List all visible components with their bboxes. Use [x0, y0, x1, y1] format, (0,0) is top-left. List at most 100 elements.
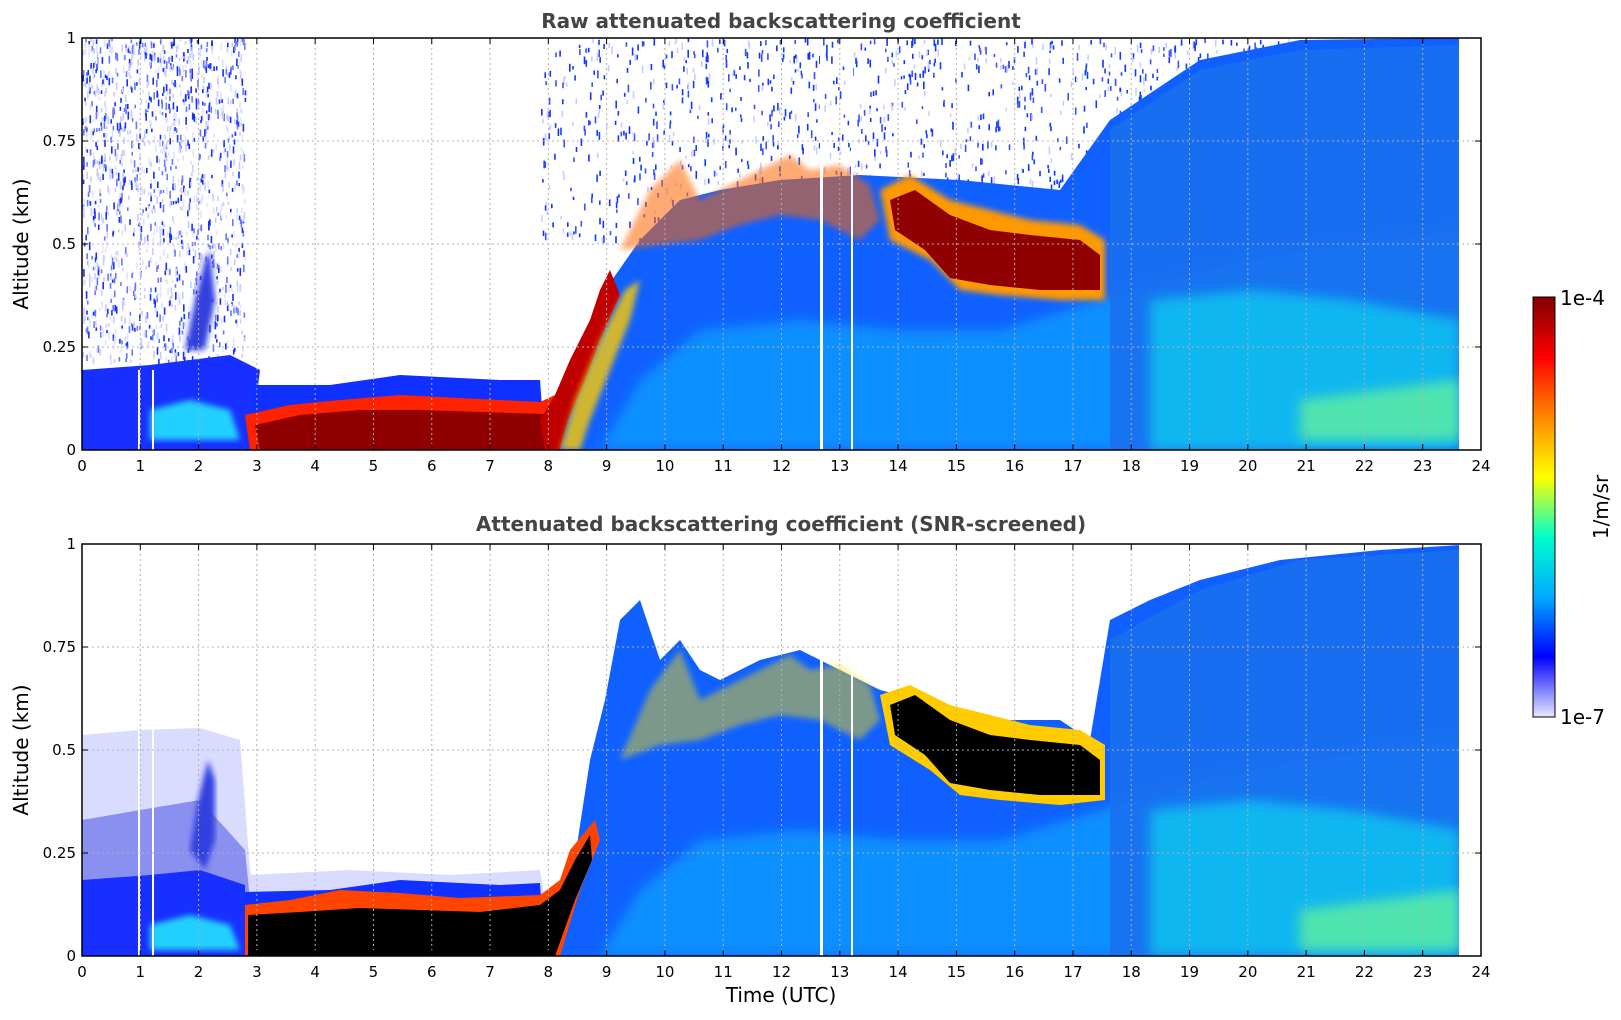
noise-speck	[177, 352, 180, 357]
noise-speck	[232, 305, 235, 309]
noise-speck	[174, 127, 176, 132]
noise-speck	[171, 347, 173, 354]
noise-speck	[156, 226, 158, 234]
noise-speck	[1049, 176, 1051, 182]
noise-speck	[222, 201, 225, 207]
noise-speck	[204, 129, 206, 137]
noise-speck	[96, 348, 98, 353]
noise-speck	[158, 338, 160, 344]
top-panel-title: Raw attenuated backscattering coefficien…	[541, 9, 1021, 33]
noise-speck	[112, 107, 115, 112]
noise-speck	[136, 133, 138, 142]
noise-speck	[741, 140, 743, 144]
noise-speck	[103, 255, 105, 259]
noise-speck	[624, 170, 627, 177]
noise-speck	[159, 134, 162, 140]
noise-speck	[981, 175, 983, 184]
noise-speck	[238, 301, 240, 306]
noise-speck	[152, 77, 154, 85]
noise-speck	[1008, 144, 1011, 151]
noise-speck	[103, 122, 106, 129]
noise-speck	[671, 84, 674, 91]
noise-speck	[796, 134, 799, 139]
noise-speck	[182, 322, 185, 330]
noise-speck	[798, 157, 801, 166]
noise-speck	[120, 215, 122, 224]
noise-speck	[946, 154, 948, 159]
noise-speck	[114, 329, 117, 335]
noise-speck	[171, 55, 173, 62]
noise-speck	[1070, 81, 1073, 88]
noise-speck	[230, 160, 232, 168]
noise-speck	[92, 151, 95, 160]
noise-speck	[220, 91, 222, 100]
noise-speck	[150, 192, 152, 197]
noise-speck	[161, 198, 164, 203]
noise-speck	[993, 54, 996, 58]
noise-speck	[580, 221, 583, 227]
noise-speck	[1149, 59, 1152, 65]
noise-speck	[239, 268, 242, 276]
noise-speck	[85, 328, 88, 333]
noise-speck	[99, 188, 101, 197]
top-x-tick-label: 3	[252, 457, 262, 475]
noise-speck	[169, 126, 172, 132]
noise-speck	[99, 47, 102, 54]
noise-speck	[1026, 113, 1029, 118]
noise-speck	[207, 180, 209, 189]
noise-speck	[1076, 52, 1079, 61]
noise-speck	[570, 187, 572, 192]
noise-speck	[107, 273, 109, 281]
noise-speck	[229, 248, 232, 256]
noise-speck	[181, 179, 183, 186]
noise-speck	[1031, 180, 1034, 189]
noise-speck	[934, 43, 937, 52]
noise-speck	[121, 325, 123, 329]
noise-speck	[206, 141, 209, 145]
noise-speck	[192, 248, 195, 252]
noise-speck	[178, 299, 181, 305]
top-x-tick-label: 6	[427, 457, 437, 475]
noise-speck	[219, 342, 221, 348]
noise-speck	[88, 242, 91, 251]
noise-speck	[232, 219, 234, 227]
noise-speck	[234, 347, 236, 352]
noise-speck	[920, 138, 923, 145]
noise-speck	[779, 40, 782, 45]
noise-speck	[1035, 57, 1038, 65]
noise-speck	[1011, 81, 1014, 85]
noise-speck	[839, 91, 842, 99]
noise-speck	[243, 187, 246, 192]
noise-speck	[188, 248, 191, 256]
noise-speck	[997, 119, 1000, 128]
noise-speck	[219, 211, 221, 217]
noise-speck	[778, 121, 780, 128]
noise-speck	[241, 208, 243, 213]
noise-speck	[790, 87, 793, 94]
noise-speck	[1021, 85, 1023, 91]
noise-speck	[941, 87, 944, 91]
noise-speck	[620, 122, 623, 128]
noise-speck	[695, 170, 698, 179]
noise-speck	[221, 99, 223, 103]
noise-speck	[1236, 42, 1238, 46]
noise-speck	[854, 164, 857, 168]
noise-speck	[123, 149, 126, 157]
noise-speck	[1070, 153, 1073, 161]
noise-speck	[1013, 57, 1016, 63]
noise-speck	[145, 128, 148, 134]
noise-speck	[82, 74, 85, 82]
noise-speck	[695, 145, 697, 152]
noise-speck	[722, 124, 725, 128]
noise-speck	[223, 140, 225, 148]
noise-speck	[1021, 168, 1023, 174]
noise-speck	[131, 183, 133, 191]
noise-speck	[782, 58, 784, 62]
noise-speck	[746, 160, 749, 165]
bottom-y-tick-label: 1	[66, 535, 76, 553]
noise-speck	[240, 220, 243, 228]
noise-speck	[184, 138, 187, 147]
noise-speck	[172, 64, 174, 71]
noise-speck	[168, 152, 170, 156]
noise-speck	[1176, 67, 1178, 71]
